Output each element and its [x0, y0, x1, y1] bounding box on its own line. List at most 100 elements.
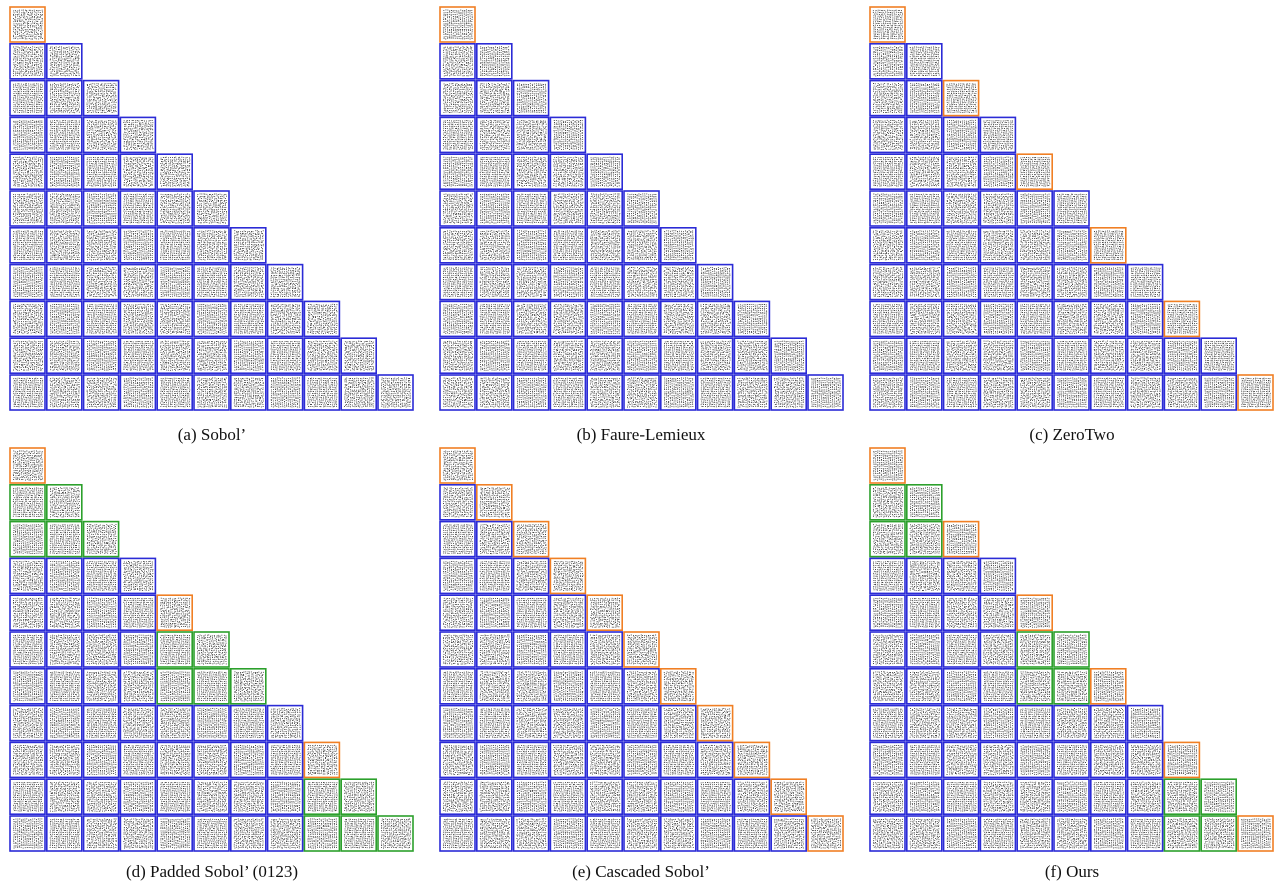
projection-cell: [475, 116, 513, 154]
cell-border: [979, 667, 1017, 705]
point-pattern: [233, 708, 264, 738]
cell-border: [807, 815, 844, 852]
projection-cell: [1053, 374, 1090, 411]
point-pattern: [873, 671, 903, 702]
caption-e: (e) Cascaded Sobol’: [572, 862, 710, 881]
point-pattern: [344, 781, 375, 812]
projection-cell: [230, 778, 267, 816]
point-pattern: [946, 524, 977, 555]
cell-border: [1053, 263, 1090, 301]
cell-border: [439, 594, 476, 632]
projection-cell: [549, 741, 587, 779]
cell-border: [1053, 190, 1090, 227]
cell-border: [1237, 374, 1274, 411]
projection-cell: [869, 227, 906, 264]
projection-cell: [193, 300, 230, 338]
cell-border: [45, 337, 83, 375]
cell-border: [869, 557, 906, 595]
cell-border: [733, 815, 771, 852]
cell-border: [586, 374, 624, 411]
cell-border: [512, 300, 550, 338]
cell-border: [475, 337, 513, 375]
cell-border: [696, 263, 734, 301]
point-pattern: [86, 597, 117, 628]
point-pattern: [909, 524, 940, 555]
projection-cell: [230, 263, 267, 301]
cell-border: [119, 190, 157, 227]
projection-cell: [549, 263, 587, 301]
projection-cell: [156, 667, 193, 705]
point-pattern: [12, 634, 43, 665]
projection-cell: [696, 741, 734, 779]
cell-border: [869, 447, 906, 484]
point-pattern: [983, 156, 1014, 187]
projection-cell: [9, 300, 46, 338]
cell-border: [82, 153, 120, 190]
point-pattern: [627, 230, 657, 261]
projection-cell: [1016, 374, 1054, 411]
cell-border: [1126, 778, 1164, 816]
projection-cell: [979, 153, 1017, 190]
projection-cell: [82, 190, 120, 227]
cell-border: [45, 190, 83, 227]
cell-border: [1016, 778, 1054, 816]
cell-border: [45, 557, 83, 595]
point-pattern: [946, 267, 977, 298]
projection-cell: [439, 594, 476, 632]
point-pattern: [663, 818, 694, 849]
cell-border: [266, 263, 304, 301]
point-pattern: [234, 340, 264, 371]
point-pattern: [664, 377, 694, 408]
cell-border: [586, 631, 624, 668]
projection-cell: [303, 337, 341, 375]
cell-border: [439, 815, 476, 852]
cell-border: [549, 815, 587, 852]
projection-cell: [45, 190, 83, 227]
projection-cell: [119, 153, 157, 190]
projection-cell: [512, 300, 550, 338]
point-pattern: [1093, 708, 1124, 739]
cell-border: [82, 190, 120, 227]
cell-border: [586, 227, 624, 264]
cell-border: [1053, 300, 1090, 338]
point-pattern: [1057, 708, 1087, 739]
projection-cell: [696, 704, 734, 742]
projection-cell: [979, 116, 1017, 154]
cell-border: [869, 594, 906, 632]
projection-cell: [1126, 374, 1164, 411]
point-pattern: [49, 193, 80, 224]
point-pattern: [946, 561, 977, 591]
projection-cell: [979, 594, 1017, 632]
cell-border: [119, 557, 157, 595]
projection-cell: [549, 337, 587, 375]
projection-cell: [193, 741, 230, 779]
projection-cell: [9, 667, 46, 705]
point-pattern: [13, 120, 43, 150]
projection-cell: [1090, 374, 1127, 411]
cell-border: [45, 815, 83, 852]
point-pattern: [86, 340, 117, 371]
point-pattern: [983, 708, 1014, 739]
point-pattern: [1057, 230, 1087, 261]
projection-cell: [475, 337, 513, 375]
point-pattern: [1204, 781, 1234, 812]
point-pattern: [553, 781, 584, 812]
cell-border: [119, 815, 157, 852]
point-pattern: [443, 303, 473, 334]
cell-border: [942, 116, 980, 154]
point-pattern: [872, 9, 903, 40]
point-pattern: [516, 193, 547, 224]
projection-cell: [1090, 337, 1127, 375]
point-pattern: [443, 487, 473, 518]
projection-cell: [512, 815, 550, 852]
cell-border: [549, 374, 587, 411]
projection-cell: [942, 263, 980, 301]
cell-border: [549, 741, 587, 779]
cell-border: [549, 116, 587, 154]
projection-cell: [733, 300, 771, 338]
point-pattern: [123, 671, 154, 702]
point-pattern: [1167, 781, 1198, 812]
cell-border: [9, 263, 46, 301]
cell-border: [193, 631, 230, 668]
cell-border: [942, 778, 980, 816]
